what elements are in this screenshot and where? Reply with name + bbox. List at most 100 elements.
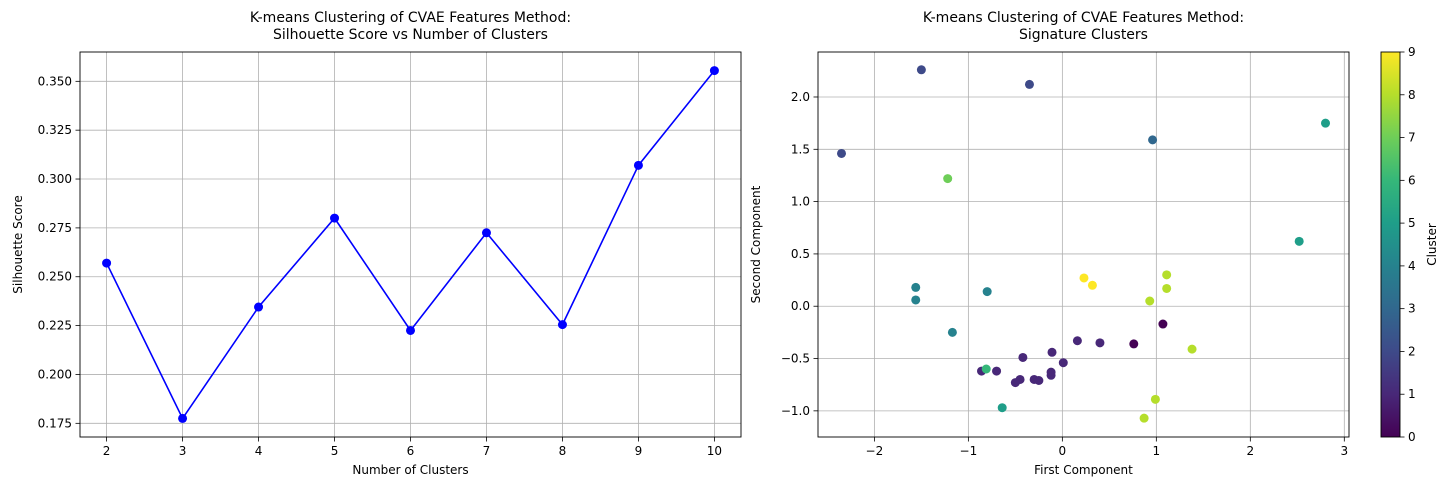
silhouette-data-point: [709, 66, 719, 76]
colorbar-tick-label: 4: [1408, 259, 1416, 273]
silhouette-x-tick-label: 6: [407, 444, 415, 458]
silhouette-y-tick-label: 0.275: [38, 221, 72, 235]
silhouette-data-point: [330, 213, 340, 223]
scatter-point: [1024, 79, 1034, 89]
scatter-point: [1072, 336, 1082, 346]
silhouette-x-tick-label: 4: [255, 444, 263, 458]
scatter-y-tick-label: −1.0: [781, 404, 810, 418]
scatter-point: [1150, 394, 1160, 404]
colorbar-tick-label: 6: [1408, 173, 1416, 187]
scatter-point: [1158, 319, 1168, 329]
silhouette-x-tick-label: 5: [331, 444, 339, 458]
scatter-point: [1095, 338, 1105, 348]
scatter-point: [1294, 236, 1304, 246]
scatter-y-tick-label: 1.0: [791, 195, 810, 209]
colorbar-gradient: [1381, 52, 1400, 437]
silhouette-y-tick-label: 0.350: [38, 74, 72, 88]
scatter-point: [1162, 270, 1172, 280]
scatter-point: [1046, 370, 1056, 380]
silhouette-x-tick-label: 7: [483, 444, 491, 458]
scatter-point: [1139, 413, 1149, 423]
scatter-x-tick-label: 2: [1246, 444, 1254, 458]
silhouette-x-tick-label: 3: [179, 444, 187, 458]
silhouette-x-tick-label: 9: [635, 444, 643, 458]
scatter-point: [1087, 280, 1097, 290]
colorbar-tick-label: 8: [1408, 88, 1416, 102]
silhouette-data-point: [406, 325, 415, 335]
scatter-point: [1010, 378, 1020, 388]
silhouette-y-tick-label: 0.300: [38, 172, 72, 186]
scatter-point: [916, 65, 926, 75]
scatter-plot-frame: [817, 51, 1350, 438]
scatter-point: [982, 287, 992, 297]
silhouette-y-tick-label: 0.325: [38, 123, 72, 137]
scatter-point: [981, 364, 991, 374]
scatter-x-axis-label: First Component: [1034, 463, 1133, 477]
silhouette-x-tick-label: 10: [707, 444, 722, 458]
scatter-x-tick-label: 3: [1340, 444, 1348, 458]
scatter-point: [997, 403, 1007, 413]
scatter-y-axis-label: Second Component: [749, 185, 763, 303]
scatter-y-tick-label: 0.5: [791, 247, 810, 261]
silhouette-data-point: [557, 320, 567, 330]
colorbar-tick-label: 9: [1408, 45, 1416, 59]
scatter-title-line: K-means Clustering of CVAE Features Meth…: [923, 10, 1244, 26]
scatter-title-line: Signature Clusters: [1019, 27, 1148, 43]
scatter-point: [1145, 296, 1155, 306]
scatter-point: [911, 282, 921, 292]
colorbar-frame: [1380, 51, 1401, 438]
colorbar-tick-label: 0: [1408, 430, 1416, 444]
scatter-point: [1079, 273, 1089, 283]
scatter-point: [1162, 283, 1172, 293]
scatter-y-tick-label: −0.5: [781, 352, 810, 366]
silhouette-y-tick-label: 0.250: [38, 270, 72, 284]
scatter-point: [943, 174, 953, 184]
scatter-point: [1187, 344, 1197, 354]
scatter-x-tick-label: −2: [866, 444, 884, 458]
silhouette-y-axis-label: Silhouette Score: [11, 195, 25, 293]
silhouette-plot-frame: [79, 51, 742, 438]
silhouette-y-tick-label: 0.200: [38, 367, 72, 381]
colorbar-tick-label: 5: [1408, 216, 1416, 230]
silhouette-data-point: [254, 302, 264, 312]
silhouette-data-point: [481, 228, 491, 238]
silhouette-data-point: [178, 413, 188, 423]
scatter-grid: [818, 52, 1349, 437]
silhouette-data-point: [633, 160, 643, 170]
scatter-x-tick-label: 0: [1059, 444, 1067, 458]
silhouette-x-axis-label: Number of Clusters: [352, 463, 468, 477]
silhouette-x-tick-label: 2: [103, 444, 111, 458]
silhouette-y-tick-label: 0.175: [38, 416, 72, 430]
cluster-colorbar: 0 1 2 3 4 5 6 7 8 9 Cluster: [1380, 45, 1439, 444]
scatter-point: [1321, 118, 1331, 128]
scatter-point: [836, 148, 846, 158]
colorbar-tick-label: 1: [1408, 387, 1416, 401]
scatter-x-tick-label: −1: [960, 444, 978, 458]
colorbar-tick-label: 2: [1408, 344, 1416, 358]
scatter-point: [1018, 352, 1028, 362]
scatter-point: [1047, 347, 1057, 357]
scatter-point: [1034, 376, 1044, 386]
silhouette-title-line: K-means Clustering of CVAE Features Meth…: [250, 10, 571, 26]
scatter-point: [1058, 358, 1068, 368]
scatter-point: [992, 366, 1002, 376]
silhouette-grid: [80, 52, 741, 437]
colorbar-label: Cluster: [1425, 223, 1439, 266]
colorbar-tick-label: 7: [1408, 131, 1416, 145]
silhouette-x-tick-label: 8: [559, 444, 567, 458]
signature-cluster-scatter-chart: −2 −1 0 1 2 3 −1.0 −0.5 0.0 0.5 1.0 1.5 2.0 K-means C…: [749, 10, 1350, 477]
silhouette-title-line: Silhouette Score vs Number of Clusters: [273, 27, 548, 43]
scatter-point: [1129, 339, 1139, 349]
scatter-y-tick-label: 1.5: [791, 142, 810, 156]
silhouette-line-chart: 2 3 4 5 6 7 8 9 10 0.175 0.200 0.225 0.250 0.275 0.300…: [11, 10, 742, 477]
scatter-y-tick-label: 0.0: [791, 299, 810, 313]
scatter-point: [947, 327, 957, 337]
silhouette-data-point: [102, 258, 112, 268]
scatter-y-tick-label: 2.0: [791, 90, 810, 104]
silhouette-y-tick-label: 0.225: [38, 319, 72, 333]
colorbar-tick-label: 3: [1408, 302, 1416, 316]
scatter-point: [1148, 135, 1158, 145]
scatter-point: [911, 295, 921, 305]
scatter-x-tick-label: 1: [1153, 444, 1161, 458]
